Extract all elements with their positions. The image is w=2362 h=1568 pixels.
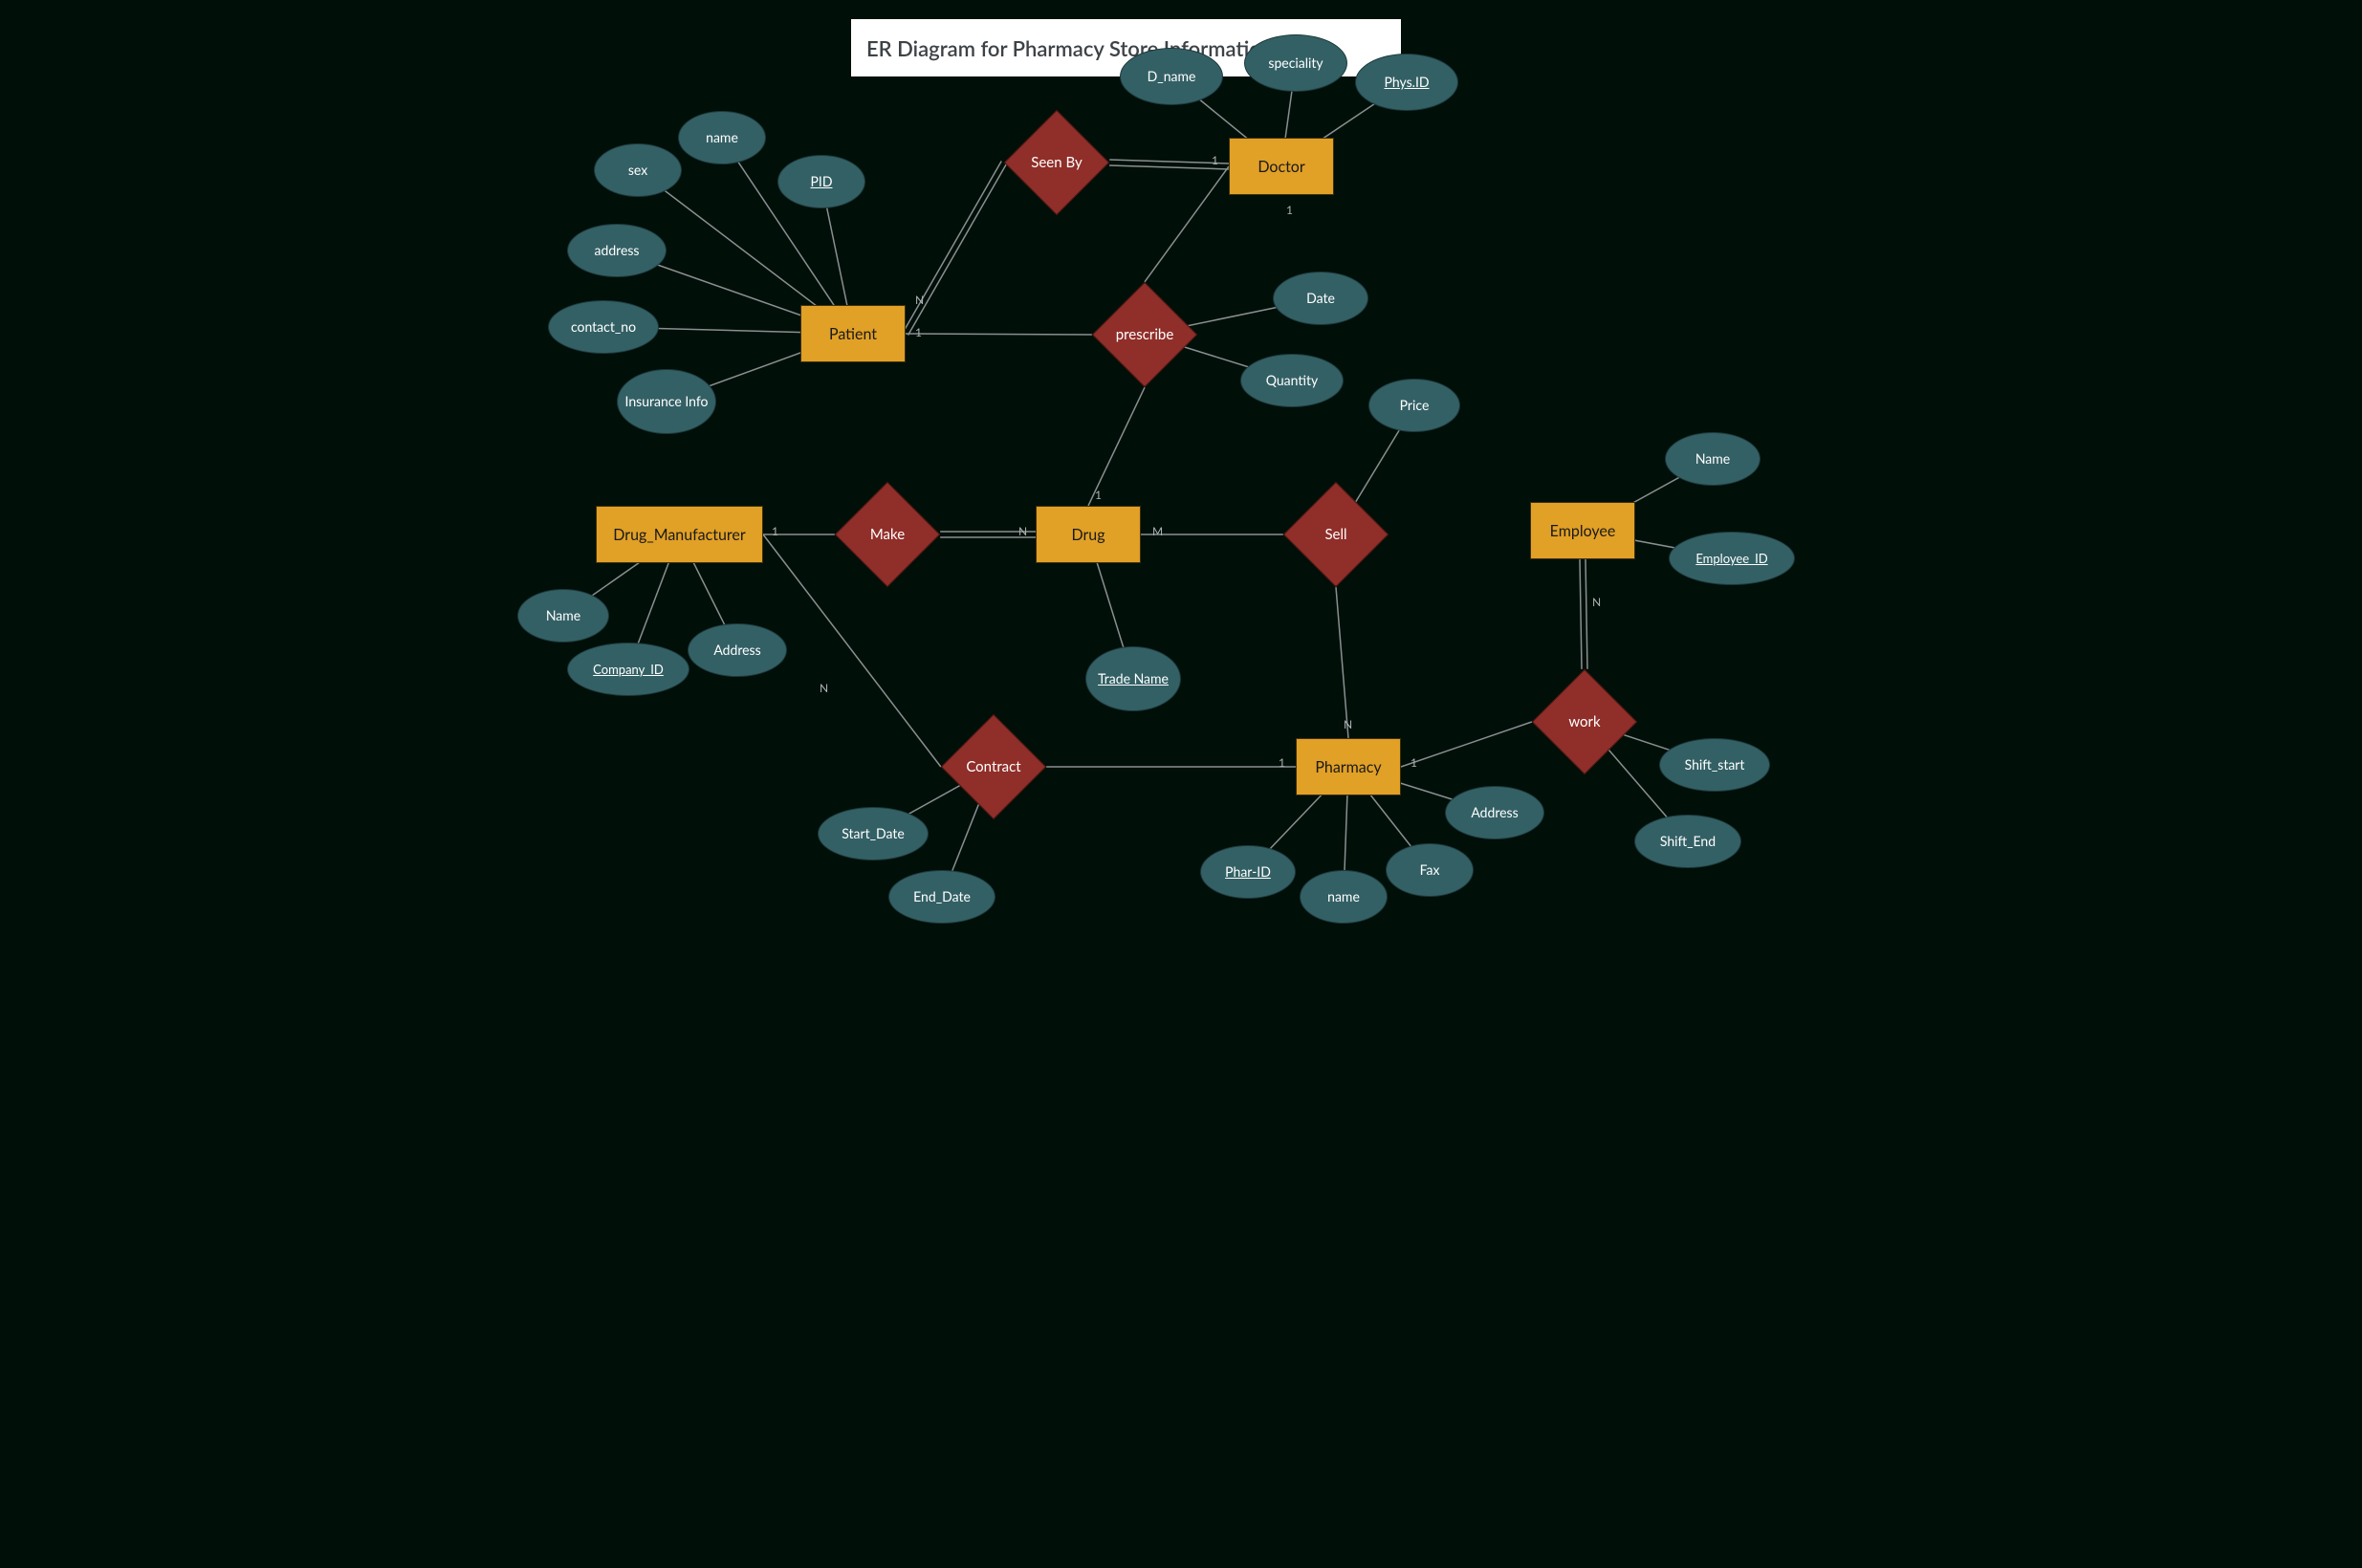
attribute-shift_start: Shift_start (1659, 738, 1770, 792)
attribute-speciality: speciality (1244, 34, 1347, 92)
relationship-sell: Sell (1299, 497, 1373, 572)
attribute-emp_name: Name (1665, 432, 1761, 486)
entity-drug_manufacturer: Drug_Manufacturer (596, 506, 763, 563)
cardinality-label: M (1152, 524, 1163, 538)
attribute-ph_name: name (1300, 870, 1388, 924)
attribute-sex: sex (594, 143, 682, 197)
attribute-ph_address: Address (1445, 786, 1544, 839)
relationship-label: prescribe (1107, 297, 1182, 372)
relationship-seen_by: Seen By (1019, 125, 1094, 200)
entity-drug: Drug (1036, 506, 1141, 563)
entity-pharmacy: Pharmacy (1296, 738, 1401, 795)
entity-label: Pharmacy (1315, 758, 1381, 776)
entity-employee: Employee (1530, 502, 1635, 559)
relationship-label: Sell (1299, 497, 1373, 572)
attribute-end_date: End_Date (888, 870, 995, 924)
relationship-label: work (1547, 685, 1622, 759)
attribute-trade_name: Trade Name (1085, 646, 1181, 711)
attribute-price: Price (1368, 379, 1460, 432)
relationship-work: work (1547, 685, 1622, 759)
entity-patient: Patient (800, 305, 906, 362)
entity-label: Patient (829, 325, 877, 343)
diagram-title-text: ER Diagram for Pharmacy Store Informatio… (866, 35, 1273, 61)
cardinality-label: N (1592, 595, 1601, 609)
relationship-contract: Contract (956, 730, 1031, 804)
relationship-label: Make (850, 497, 925, 572)
cardinality-label: 1 (1286, 203, 1293, 217)
relationship-label: Seen By (1019, 125, 1094, 200)
attribute-phar_id: Phar-ID (1200, 845, 1296, 899)
entity-doctor: Doctor (1229, 138, 1334, 195)
attribute-contact: contact_no (548, 300, 659, 354)
relationship-prescribe: prescribe (1107, 297, 1182, 372)
attribute-fax: Fax (1386, 843, 1474, 897)
entity-label: Doctor (1258, 158, 1304, 176)
cardinality-label: 1 (915, 325, 922, 339)
cardinality-label: N (1018, 524, 1027, 538)
attribute-start_date: Start_Date (818, 807, 929, 860)
attribute-company_id: Company_ID (567, 642, 689, 696)
attribute-pid: PID (777, 155, 865, 208)
attribute-emp_id: Employee_ID (1669, 532, 1795, 585)
cardinality-label: 1 (1212, 153, 1218, 167)
cardinality-label: 1 (772, 524, 778, 538)
attribute-dm_name: Name (517, 589, 609, 642)
attribute-address_p: address (567, 224, 667, 277)
attribute-insurance: Insurance Info (617, 369, 716, 434)
attribute-shift_end: Shift_End (1634, 815, 1741, 868)
cardinality-label: 1 (1095, 488, 1102, 502)
attribute-date: Date (1273, 272, 1368, 325)
relationship-make: Make (850, 497, 925, 572)
cardinality-label: N (1344, 717, 1352, 731)
attribute-phys_id: Phys.ID (1355, 54, 1458, 111)
cardinality-label: 1 (1411, 755, 1417, 770)
er-diagram-canvas: ER Diagram for Pharmacy Store Informatio… (483, 0, 1879, 927)
relationship-label: Contract (956, 730, 1031, 804)
entity-label: Employee (1550, 522, 1616, 540)
attribute-name_p: name (678, 111, 766, 164)
cardinality-label: 1 (1279, 755, 1285, 770)
attribute-d_name: D_name (1120, 48, 1223, 105)
cardinality-label: N (915, 293, 924, 307)
entity-label: Drug (1071, 526, 1104, 544)
attribute-dm_address: Address (688, 623, 787, 677)
entity-label: Drug_Manufacturer (613, 526, 745, 544)
attribute-quantity: Quantity (1240, 354, 1344, 407)
cardinality-label: N (820, 681, 828, 695)
